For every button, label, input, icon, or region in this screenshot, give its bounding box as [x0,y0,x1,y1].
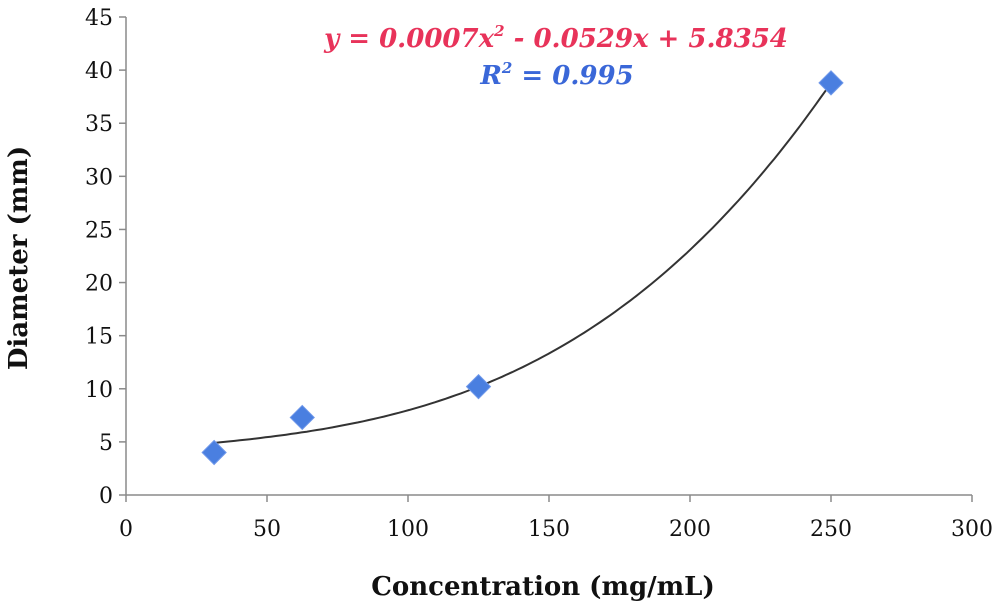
x-axis-title: Concentration (mg/mL) [371,572,715,602]
data-points [201,70,844,466]
r2-r: R [479,61,502,91]
data-point [289,404,315,431]
y-tick-label: 25 [85,218,113,243]
data-point [201,439,227,466]
trendline-equation: y = 0.0007x2 - 0.0529x + 5.8354 [323,22,788,54]
eq-part3: + 5.8354 [648,24,787,54]
r2-sup2: 2 [501,59,512,77]
y-tick-label: 35 [85,112,113,137]
trendline-group [213,82,832,444]
x-tick-label: 50 [253,517,281,542]
x-tick-label: 250 [810,517,852,542]
x-tick-label: 200 [669,517,711,542]
r2-value: = 0.995 [512,61,633,91]
x-tick-label: 100 [387,517,429,542]
x-tick-label: 150 [528,517,570,542]
r-squared: R2 = 0.995 [479,59,633,91]
y-tick-label: 10 [85,378,113,403]
y-tick-label: 15 [85,325,113,350]
data-point [818,70,844,96]
y-tick-label: 40 [85,59,113,84]
eq-part1: = 0.0007 [339,24,478,54]
y-axis-title: Diameter (mm) [4,146,34,370]
trendline [213,82,832,444]
y-tick-label: 30 [85,165,113,190]
x-tick-label: 0 [119,517,133,542]
y-tick-label: 20 [85,272,113,297]
eq-y: y [323,24,341,54]
y-tick-label: 0 [99,484,113,509]
y-tick-label: 5 [99,431,113,456]
eq-sup2: 2 [493,22,504,40]
y-tick-label: 45 [85,6,113,31]
eq-x2: x [478,24,495,54]
ticks: 0 50 100 150 200 250 300 0 5 10 15 20 25 30 35 40 45 [85,6,993,542]
data-point [465,373,492,400]
eq-part2: - 0.0529 [505,24,633,54]
x-tick-label: 300 [951,517,993,542]
eq-x1: x [632,24,649,54]
